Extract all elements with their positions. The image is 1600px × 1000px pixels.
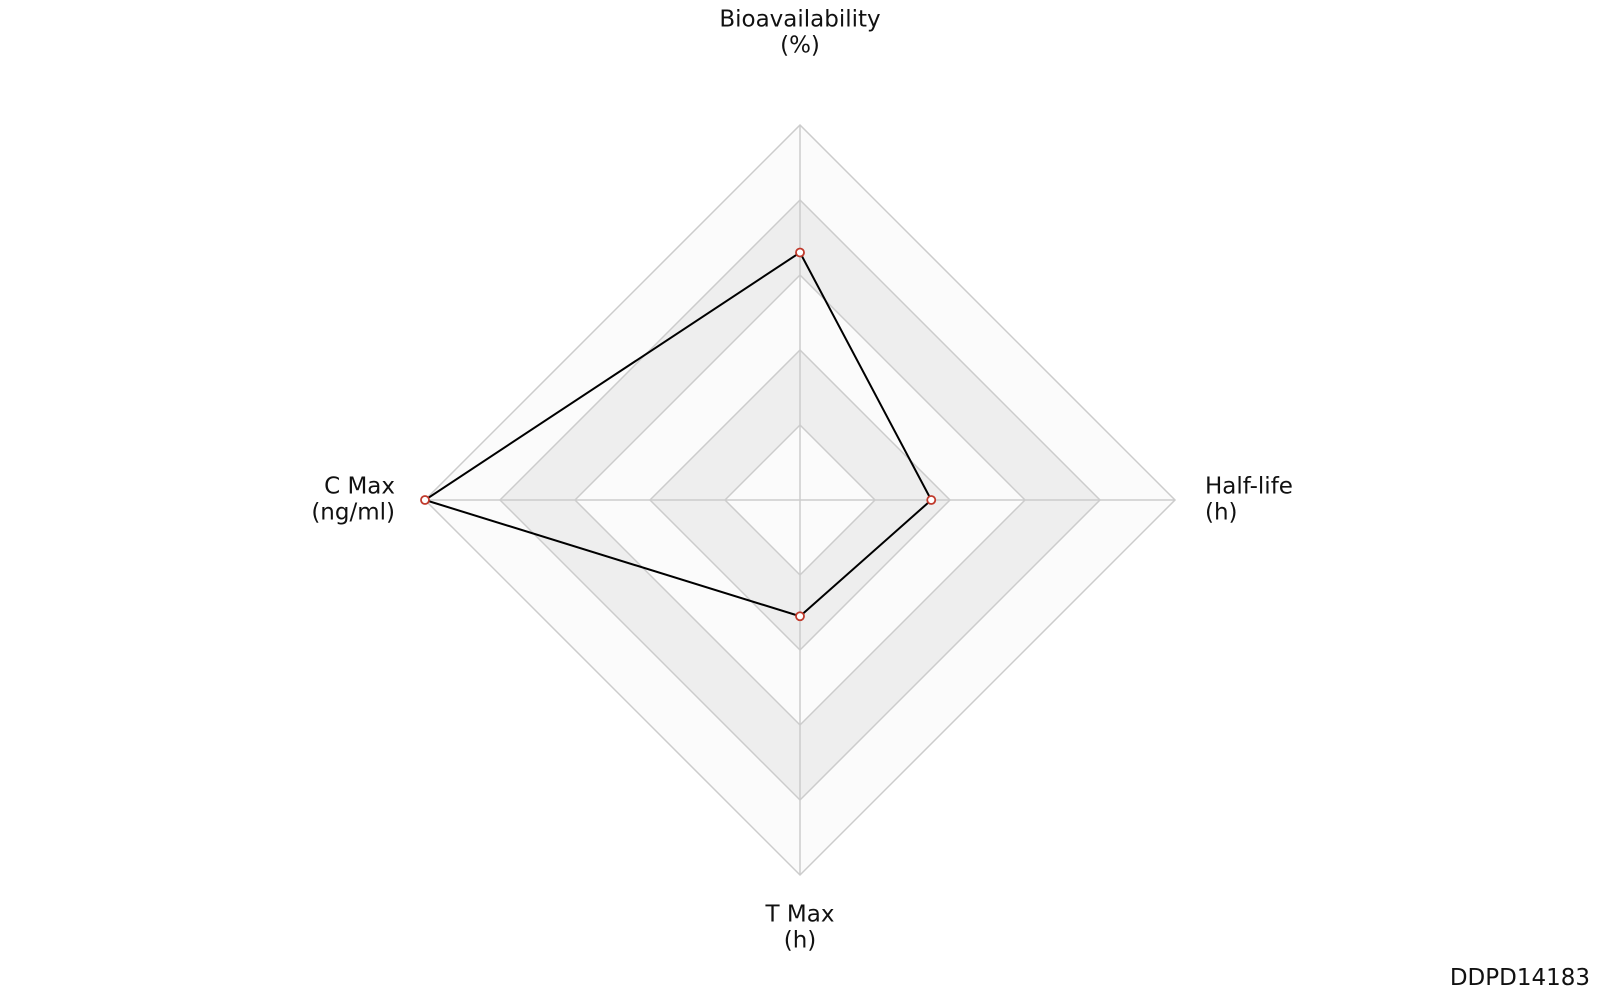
axis-label: (ng/ml) [311, 500, 395, 526]
axis-label: T Max [765, 902, 835, 928]
axis-label: (%) [780, 33, 820, 59]
axis-label: (h) [784, 928, 817, 954]
axis-label: Half-life [1205, 474, 1293, 500]
data-point [926, 495, 937, 505]
data-point [795, 611, 805, 622]
data-point [795, 247, 805, 258]
data-point [420, 495, 430, 505]
watermark: DDPD14183 [1450, 965, 1590, 991]
axis-label: C Max [324, 474, 395, 500]
axis-label: (h) [1205, 500, 1238, 526]
axis-label: Bioavailability [719, 7, 880, 33]
